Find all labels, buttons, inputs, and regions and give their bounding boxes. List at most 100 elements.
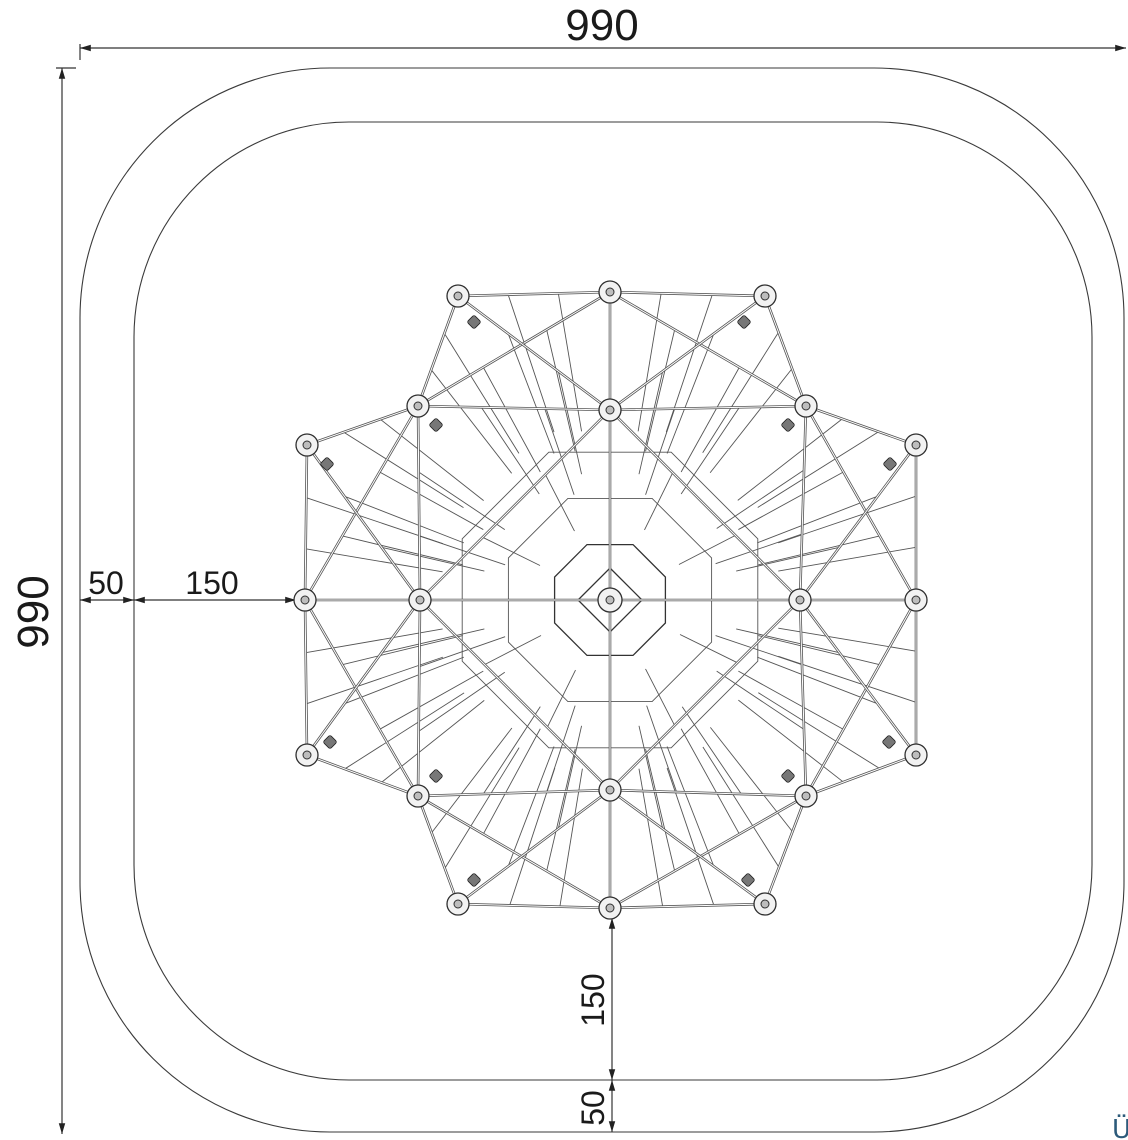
net-rope (430, 369, 513, 474)
connector-node-core (760, 291, 770, 301)
net-rope (379, 418, 484, 501)
net-rope (715, 533, 803, 565)
connector-node-core (302, 440, 312, 450)
net-rope (715, 635, 803, 666)
rope-clamp (883, 457, 897, 471)
frame-tube-inner (457, 291, 611, 297)
net-rope (638, 371, 664, 475)
net-mesh-ring (553, 543, 667, 657)
rope-clamp (429, 418, 443, 432)
net-rope (758, 635, 880, 666)
frame-tube-inner (805, 599, 917, 797)
net-rope (343, 431, 464, 509)
net-rope (381, 546, 485, 572)
net-rope (546, 329, 576, 452)
rope-clamp (741, 873, 755, 887)
frame-tube-inner (609, 409, 801, 601)
net-rope (379, 471, 484, 530)
frame-tube-inner (304, 405, 419, 601)
frame-tube-inner (417, 405, 611, 411)
frame-tube-inner (609, 795, 807, 909)
net-rope (344, 495, 465, 544)
dimension-lines (56, 44, 1126, 1134)
frame-tube-inner (457, 789, 611, 905)
frame-tube-inner (306, 405, 419, 446)
net-rope (681, 706, 742, 795)
frame-tube-inner (799, 405, 807, 601)
net-rope (480, 407, 540, 495)
net-rope (678, 534, 736, 565)
connector-node-core (413, 791, 423, 801)
connector-node-core (911, 595, 921, 605)
net-rope (344, 656, 465, 705)
frame-tube-inner (609, 789, 807, 797)
connector-node-core (415, 595, 425, 605)
connector-node-core (911, 440, 921, 450)
frame-tube-inner (609, 291, 807, 407)
frame-tube-inner (799, 599, 917, 756)
net-rope (638, 725, 664, 829)
connector-node-core (302, 750, 312, 760)
net-rope (482, 367, 541, 473)
net-rope (418, 671, 506, 732)
connector-node-core (911, 750, 921, 760)
net-rope (680, 728, 740, 835)
net-rope (738, 670, 844, 730)
net-rope (666, 746, 715, 867)
net-rope (736, 628, 840, 654)
net-rope (557, 725, 583, 829)
frame-tube-inner (304, 599, 308, 756)
frame-tube-inner (805, 405, 917, 446)
connector-node-core (801, 401, 811, 411)
net-rope (738, 471, 844, 530)
net-rope (546, 705, 576, 793)
net-rope (644, 472, 674, 531)
connector-node-core (605, 785, 615, 795)
net-rope (710, 727, 793, 832)
overall-height-label: 990 (9, 575, 58, 648)
net-rope (342, 535, 463, 566)
frame-tube-inner (799, 599, 807, 797)
connector-node-core (760, 899, 770, 909)
net-rope (680, 407, 740, 495)
net-rope (666, 333, 715, 454)
frame-tube-inner (805, 405, 917, 601)
climbing-net-structure (293, 280, 928, 920)
connector-node-core (413, 401, 423, 411)
rope-clamp (429, 769, 443, 783)
connector-node-core (453, 899, 463, 909)
net-rope (716, 670, 805, 730)
rope-clamp (882, 735, 896, 749)
net-rope (557, 293, 583, 432)
frame-tube-inner (417, 295, 459, 407)
net-rope (431, 727, 513, 833)
net-rope (546, 748, 576, 872)
frame-tube-inner (805, 754, 917, 797)
frame-tube-inner (419, 599, 611, 791)
net-rope (645, 408, 676, 495)
rope-clamp (323, 735, 337, 749)
frame-tube-inner (417, 795, 459, 905)
net-rope (679, 634, 738, 664)
net-rope (716, 469, 805, 529)
rope-clamp (320, 457, 334, 471)
net-rope (344, 692, 465, 770)
net-rope (444, 747, 520, 869)
net-rope (482, 706, 541, 795)
net-rope (758, 692, 880, 769)
frame-tube-inner (609, 789, 766, 905)
bottom-safety-zone-label: 150 (575, 973, 611, 1026)
rope-clamp (781, 418, 795, 432)
frame-tube-inner (609, 295, 766, 411)
net-rope (737, 418, 843, 501)
net-rope (757, 656, 878, 705)
left-margin-label: 50 (88, 565, 124, 601)
frame-tube-inner (609, 599, 801, 791)
net-rope (507, 746, 555, 867)
net-rope (736, 546, 840, 572)
net-rope (342, 635, 463, 666)
frame-tube-inner (417, 795, 611, 909)
frame-tube-inner (417, 291, 611, 407)
net-rope (444, 333, 520, 454)
